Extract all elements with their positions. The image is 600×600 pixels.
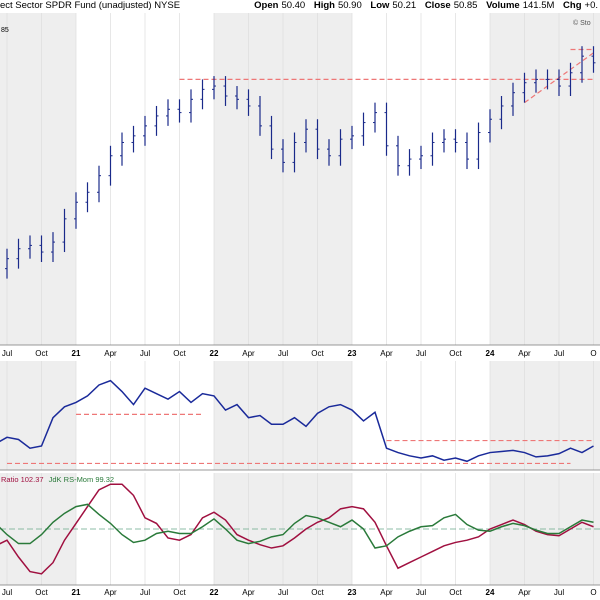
legend-ratio: Ratio 102.37 [1, 475, 44, 484]
x-tick-label: Oct [35, 588, 48, 597]
watermark: © Sto [573, 19, 591, 27]
close-label: Close [424, 0, 451, 11]
price-axis-top-label: 85 [1, 27, 9, 34]
x-tick-label: Jul [2, 349, 12, 358]
x-tick-label: Jul [416, 349, 426, 358]
high-value: 50.90 [337, 0, 362, 11]
relative-strength-panel [0, 361, 600, 471]
x-tick-label: Apr [104, 349, 117, 358]
x-tick-label: 21 [72, 349, 81, 358]
rs-line [0, 379, 594, 463]
x-tick-label: Apr [518, 588, 531, 597]
x-tick-label: Apr [518, 349, 531, 358]
x-tick-label: O [590, 349, 596, 358]
x-tick-label: 22 [210, 588, 219, 597]
x-tick-label: Oct [449, 349, 462, 358]
year-shade [490, 13, 600, 345]
open-value: 50.40 [281, 0, 306, 11]
legend-rs-mom: JdK RS-Mom 99.32 [49, 475, 114, 484]
volume-label: Volume [486, 0, 520, 11]
ohlc-readout: Open 50.40 High 50.90 Low 50.21 Close 50.85 … [248, 0, 598, 12]
rrg-panel: Jul Oct 21 Apr Jul Oct 22 Apr Jul Oct 23 Apr Jul Oct 2… [0, 473, 600, 597]
volume-value: 141.5M [522, 0, 555, 11]
x-tick-label: 24 [486, 588, 495, 597]
rrg-legend: Ratio 102.37 JdK RS-Mom 99.32 [1, 475, 114, 484]
year-shade [0, 13, 76, 345]
x-tick-label: Oct [311, 588, 324, 597]
symbol-description: ect Sector SPDR Fund (unadjusted) [0, 0, 152, 11]
rs-ratio-line [0, 483, 594, 575]
x-tick-label: 22 [210, 349, 219, 358]
x-tick-label: Jul [416, 588, 426, 597]
x-tick-label: Jul [140, 588, 150, 597]
x-tick-label: Jul [278, 588, 288, 597]
x-tick-label: Oct [311, 349, 324, 358]
x-tick-label: Apr [242, 349, 255, 358]
x-tick-label: Apr [104, 588, 117, 597]
high-label: High [313, 0, 335, 11]
x-tick-label: Oct [173, 349, 186, 358]
x-tick-label: Apr [380, 349, 393, 358]
close-value: 50.85 [453, 0, 478, 11]
x-tick-label: Jul [278, 349, 288, 358]
x-tick-label: Apr [380, 588, 393, 597]
x-tick-label: 23 [348, 349, 357, 358]
x-tick-label: Apr [242, 588, 255, 597]
low-value: 50.21 [392, 0, 417, 11]
x-tick-label: Jul [554, 588, 564, 597]
year-shade [0, 361, 76, 470]
year-shade [490, 361, 600, 470]
x-tick-label: Jul [554, 349, 564, 358]
x-tick-label: Oct [449, 588, 462, 597]
exchange-label: NYSE [154, 0, 181, 11]
x-tick-label: Jul [2, 588, 12, 597]
x-tick-label: Oct [173, 588, 186, 597]
change-value: +0. [584, 0, 598, 11]
rs-momentum-line [0, 503, 594, 549]
x-tick-label: 23 [348, 588, 357, 597]
low-label: Low [370, 0, 390, 11]
x-tick-label: Oct [35, 349, 48, 358]
open-label: Open [254, 0, 279, 11]
price-panel: Jul Oct 21 Apr Jul Oct 22 Apr Jul Oct 23 Apr Jul Oct 2… [0, 13, 600, 358]
x-tick-label: 24 [486, 349, 495, 358]
x-tick-label: 21 [72, 588, 81, 597]
x-tick-label: O [590, 588, 596, 597]
x-tick-label: Jul [140, 349, 150, 358]
chart-title: ect Sector SPDR Fund (unadjusted) NYSE [0, 0, 180, 12]
change-label: Chg [563, 0, 582, 11]
